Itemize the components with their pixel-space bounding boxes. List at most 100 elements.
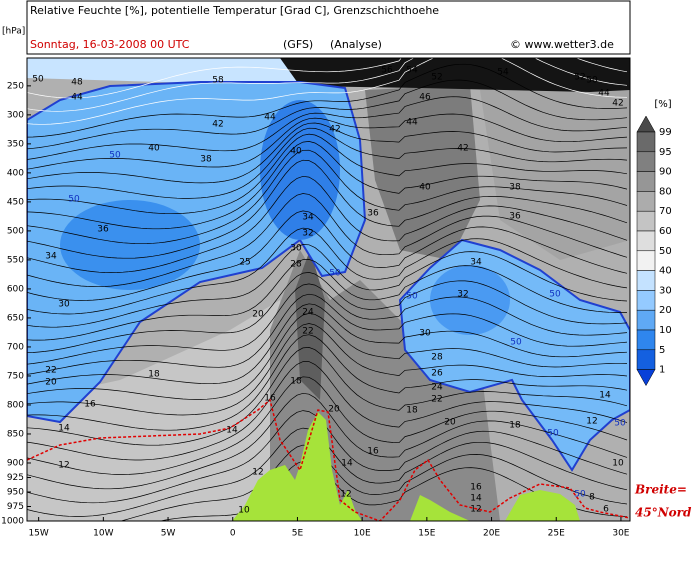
humidity-label: 50 — [547, 429, 559, 439]
isentrope-label: 32 — [302, 229, 313, 239]
colorbar-swatch — [636, 369, 656, 387]
field-top-dark — [280, 58, 630, 92]
isentrope-label: 16 — [84, 400, 96, 410]
isentrope-label: 14 — [599, 391, 611, 401]
field-light — [27, 300, 280, 521]
colorbar-unit: [%] — [654, 99, 671, 110]
isentrope — [27, 63, 628, 138]
isentrope — [27, 272, 628, 354]
colorbar-label: 40 — [659, 266, 672, 277]
isentrope — [27, 376, 628, 475]
x-tick-label: 15W — [28, 529, 48, 539]
isentrope — [27, 113, 628, 170]
colorbar-label: 50 — [659, 246, 672, 257]
isentrope-label: 18 — [406, 406, 418, 416]
isentrope-label: 52 — [574, 73, 585, 83]
y-tick-label: 850 — [7, 429, 24, 439]
isentrope — [27, 227, 628, 315]
isentrope-label: 28 — [290, 260, 302, 270]
field-darker — [295, 250, 325, 400]
y-tick-label: 300 — [7, 110, 24, 120]
isentrope-label: 36 — [509, 212, 521, 222]
annotation: 45°Nord — [635, 506, 692, 520]
y-tick-label: 250 — [7, 81, 24, 91]
y-tick-label: 500 — [7, 226, 24, 236]
isentrope-label: 48 — [71, 78, 83, 88]
isentrope-label: 14 — [226, 426, 238, 436]
y-tick-label: 600 — [7, 284, 24, 294]
colorbar-swatch — [636, 290, 656, 311]
colorbar-swatch — [636, 309, 656, 331]
isentrope — [27, 303, 628, 385]
isentrope-label: 58 — [212, 76, 224, 86]
isentrope-label: 20 — [444, 418, 456, 428]
x-tick-label: 20E — [483, 529, 500, 539]
y-tick-label: 550 — [7, 255, 24, 265]
isentrope-label: 16 — [367, 447, 379, 457]
colorbar-swatch — [636, 250, 656, 271]
humidity-label: 50 — [109, 151, 121, 161]
isentrope-label: 18 — [148, 370, 160, 380]
isentrope — [27, 323, 628, 416]
isentrope-label: 28 — [431, 353, 443, 363]
isentrope-label: 30 — [290, 244, 302, 254]
isentrope — [27, 159, 628, 259]
colorbar-label: 10 — [659, 325, 672, 336]
moist-core-west — [60, 200, 200, 290]
y-tick-label: 350 — [7, 139, 24, 149]
isentrope-label: 50 — [32, 75, 44, 85]
y-tick-label: 950 — [7, 487, 24, 497]
x-tick-label: 30E — [612, 529, 629, 539]
field-dark-upper — [365, 85, 480, 260]
isentrope-label: 52 — [431, 73, 442, 83]
isentrope-label: 42 — [612, 99, 623, 109]
isentrope-label: 12 — [340, 490, 351, 500]
header-box — [26, 0, 631, 55]
isentrope-label: 34 — [45, 252, 57, 262]
y-tick-label: 450 — [7, 197, 24, 207]
x-tick-label: 5E — [292, 529, 304, 539]
moist-core-centre — [260, 100, 340, 240]
y-tick-label: 400 — [7, 168, 24, 178]
colorbar-label: 1 — [659, 365, 665, 376]
colorbar-label: 5 — [659, 345, 665, 356]
model: (GFS) — [283, 38, 313, 51]
colorbar-swatch — [636, 349, 656, 370]
isentrope — [27, 392, 628, 490]
moist-core-east — [430, 265, 510, 335]
isentrope-label: 44 — [71, 93, 83, 103]
isentrope-label: 44 — [598, 89, 610, 99]
isentrope-label: 40 — [290, 147, 302, 157]
isentrope-label: 40 — [419, 183, 431, 193]
colorbar-label: 99 — [659, 127, 672, 138]
colorbar-label: 60 — [659, 226, 672, 237]
isentrope-label: 40 — [148, 144, 160, 154]
isentrope-label: 24 — [302, 308, 314, 318]
boundary-layer-height — [27, 398, 630, 521]
isentrope — [27, 79, 628, 150]
x-tick-label: 25E — [548, 529, 565, 539]
isentrope-label: 12 — [252, 468, 263, 478]
y-tick-label: 800 — [7, 400, 24, 410]
isentrope-label: 20 — [252, 310, 264, 320]
isentrope — [27, 193, 628, 288]
isentrope-label: 14 — [58, 424, 70, 434]
isentrope-label: 16 — [264, 394, 276, 404]
isentrope-label: 36 — [97, 225, 109, 235]
isentrope-label: 10 — [612, 459, 624, 469]
isentrope-label: 34 — [302, 213, 314, 223]
isentrope — [27, 410, 628, 504]
isentrope — [27, 149, 628, 245]
isentrope-label: 6 — [603, 505, 609, 515]
isentrope-label: 14 — [341, 459, 353, 469]
isentrope-label: 38 — [509, 183, 521, 193]
isentrope-label: 26 — [431, 369, 443, 379]
annotation: Breite= — [634, 483, 687, 497]
chart-title: Relative Feuchte [%], potentielle Temper… — [30, 4, 439, 17]
isentrope — [27, 334, 628, 431]
colorbar-label: 90 — [659, 167, 672, 178]
y-tick-label: 1000 — [1, 517, 24, 527]
